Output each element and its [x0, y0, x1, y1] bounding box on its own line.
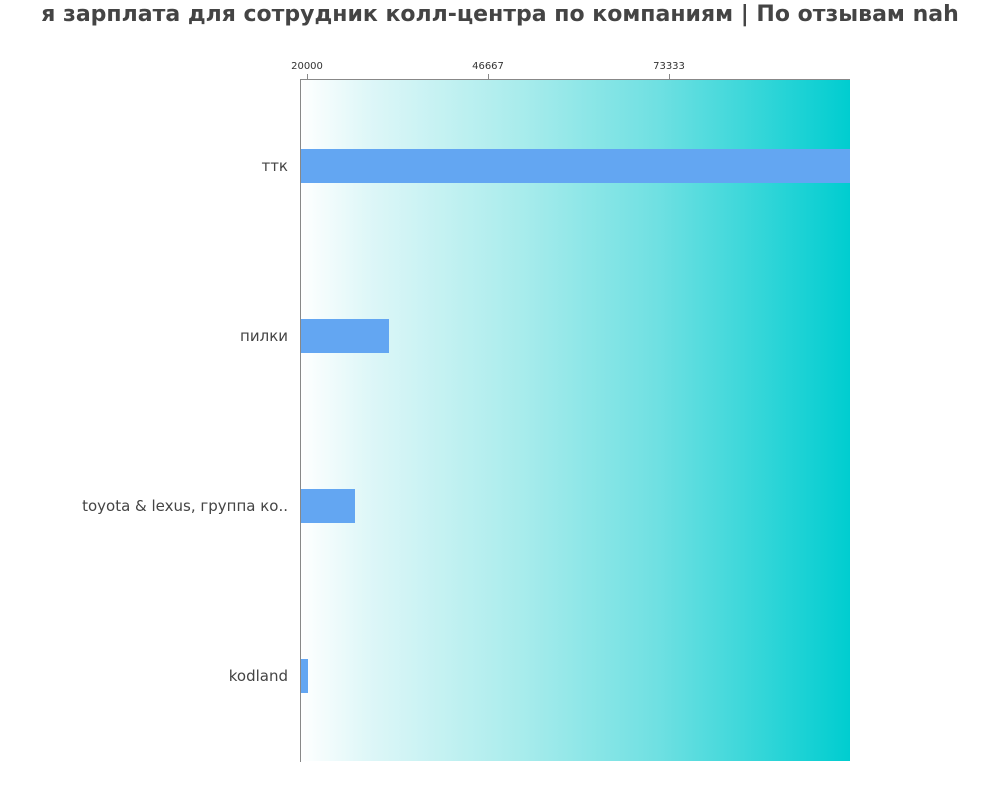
- bar[interactable]: [301, 489, 355, 523]
- bar[interactable]: [301, 659, 308, 693]
- y-axis-line: [300, 79, 301, 762]
- chart-title: я зарплата для сотрудник колл-центра по …: [41, 2, 959, 27]
- bar[interactable]: [301, 319, 389, 353]
- category-label: ттк: [261, 157, 288, 175]
- category-label: toyota & lexus, группа ко..: [82, 497, 288, 515]
- x-tick-mark: [307, 74, 308, 79]
- plot-area: [300, 79, 850, 761]
- x-tick-mark: [669, 74, 670, 79]
- bar[interactable]: [301, 149, 850, 183]
- x-tick-label: 20000: [291, 61, 323, 72]
- category-label: пилки: [240, 327, 288, 345]
- x-axis-line: [300, 79, 850, 80]
- category-label: kodland: [228, 667, 288, 685]
- x-tick-label: 46667: [472, 61, 504, 72]
- x-tick-mark: [488, 74, 489, 79]
- x-tick-label: 73333: [653, 61, 685, 72]
